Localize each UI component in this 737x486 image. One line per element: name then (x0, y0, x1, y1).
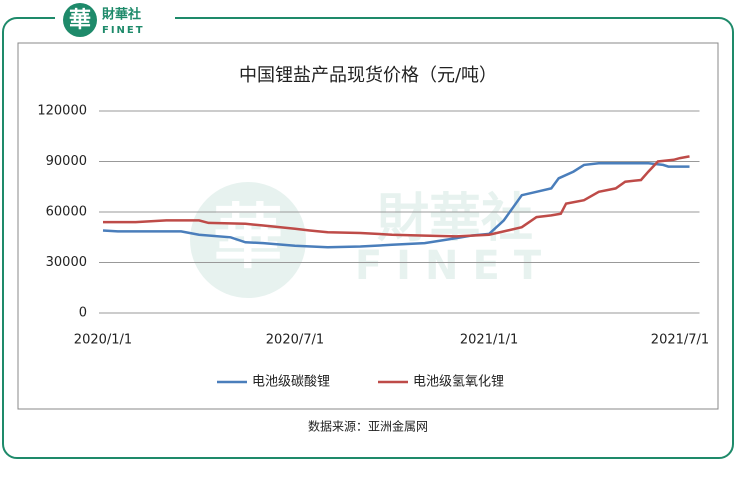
y-tick-label: 60000 (46, 205, 87, 220)
x-tick-label: 2021/1/1 (460, 333, 518, 348)
line-series (103, 155, 690, 238)
watermark-badge (190, 182, 306, 298)
logo-badge (63, 3, 97, 37)
chart-title: 中国锂盐产品现货价格（元/吨） (239, 65, 497, 86)
watermark-latin: FINET (355, 243, 555, 289)
watermark-name: 財華社 (377, 189, 533, 249)
x-tick-label: 2020/1/1 (74, 333, 132, 348)
source: 数据来源：亚洲金属网 (308, 419, 428, 434)
x-tick-label: 2021/7/1 (651, 333, 709, 348)
y-tick-label: 120000 (37, 104, 87, 119)
logo-mark: 華 (69, 8, 91, 33)
y-tick-label: 30000 (46, 255, 87, 270)
x-tick-label: 2020/7/1 (266, 333, 324, 348)
y-tick-label: 0 (79, 306, 87, 321)
legend-label: 电池级氢氧化锂 (413, 375, 504, 390)
legend-label: 电池级碳酸锂 (252, 375, 330, 390)
chart-box (17, 42, 719, 410)
logo-latin: FINET (102, 25, 145, 36)
y-tick-label: 90000 (46, 154, 87, 169)
logo-name: 財華社 (101, 7, 141, 23)
